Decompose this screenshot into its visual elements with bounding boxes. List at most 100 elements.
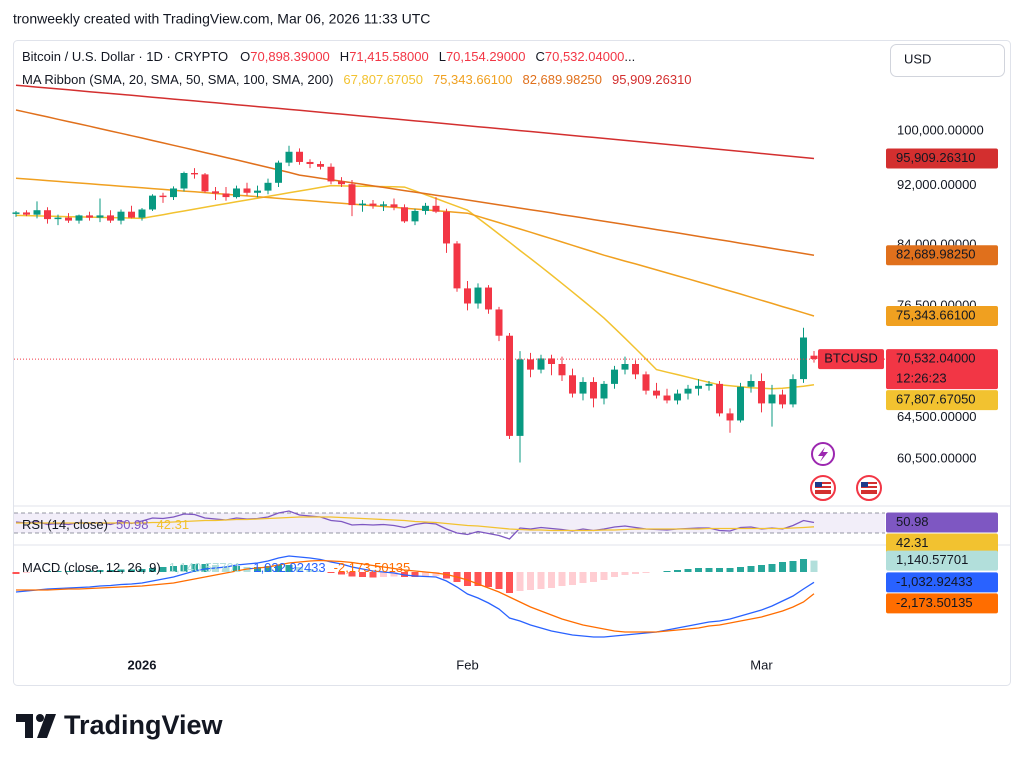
ma-line — [15, 184, 815, 390]
indicator-tag — [886, 593, 998, 614]
histogram-bar — [12, 572, 20, 574]
candle-body — [779, 394, 786, 405]
histogram-bar — [201, 564, 209, 572]
indicator-tag — [886, 512, 998, 533]
candle-body — [726, 413, 734, 421]
candle-body — [537, 358, 545, 370]
histogram-bar — [674, 570, 681, 572]
candle-body — [65, 217, 72, 221]
logo-mark — [36, 714, 44, 722]
candle-body — [453, 243, 461, 289]
ma-line — [15, 84, 815, 160]
ma-price-tag-text: 95,909.26310 — [896, 150, 976, 165]
candle-body — [632, 364, 639, 375]
currency-label[interactable]: USD — [904, 51, 931, 66]
candle-body — [705, 383, 713, 386]
histogram-bar — [327, 572, 335, 573]
candle-body — [747, 381, 755, 387]
legend-item: 1,140.57701 — [169, 560, 241, 575]
legend-item: L — [439, 49, 446, 64]
histogram-bar — [86, 570, 93, 572]
candle-body — [254, 190, 261, 193]
candle-body — [96, 215, 104, 218]
candle-body — [212, 191, 219, 194]
indicator-tag — [886, 533, 998, 554]
candle-body — [443, 211, 450, 244]
candle-body — [411, 210, 419, 222]
legend-item: -2,173.50135 — [334, 560, 411, 575]
candle-body — [128, 211, 135, 218]
legend-item: RSI (14, close) — [22, 517, 108, 532]
y-tick-label: 92,000.00000 — [897, 177, 977, 192]
candle-body — [474, 287, 482, 304]
indicator-line — [15, 555, 815, 638]
candle-body — [138, 209, 146, 218]
histogram-bar — [768, 564, 776, 572]
logo-mark — [16, 714, 33, 738]
legend: Bitcoin / U.S. Dollar · 1D · CRYPTO O70,8… — [22, 49, 635, 64]
candle-body — [653, 390, 660, 396]
candle-body — [107, 215, 114, 221]
currency-button[interactable] — [890, 44, 1005, 77]
legend-item: 71,415.58000 — [349, 49, 429, 64]
candle-body — [590, 381, 597, 399]
legend: MA Ribbon (SMA, 20, SMA, 50, SMA, 100, S… — [22, 72, 692, 87]
histogram-bar — [779, 562, 786, 572]
histogram-bar — [128, 569, 135, 572]
candle-body — [674, 393, 681, 401]
histogram-bar — [800, 559, 807, 572]
histogram-bar — [548, 572, 555, 588]
candle-body — [464, 288, 471, 304]
histogram-bar — [359, 572, 366, 577]
histogram-bar — [411, 572, 419, 577]
candle-body — [33, 210, 41, 215]
histogram-bar — [317, 571, 324, 572]
logo-text: TradingView — [64, 710, 224, 740]
histogram-bar — [44, 571, 51, 572]
lightning — [818, 447, 828, 462]
candle-body — [579, 381, 587, 394]
legend: MACD (close, 12, 26, 9) 1,140.57701 -1,032… — [22, 560, 410, 575]
histogram-bar — [621, 572, 629, 575]
histogram-bar — [758, 565, 765, 572]
candle-body — [369, 203, 377, 206]
attribution: tronweekly created with TradingView.com,… — [13, 11, 430, 27]
histogram-bar — [516, 572, 524, 591]
histogram-bar — [569, 572, 576, 585]
histogram-bar — [705, 568, 713, 572]
histogram-bar — [54, 571, 62, 572]
histogram-bar — [170, 566, 177, 572]
indicator-tag-text: -1,032.92433 — [896, 574, 973, 589]
candle-body — [485, 287, 492, 310]
histogram-bar — [527, 572, 534, 590]
candle-body — [737, 386, 744, 421]
candle-body — [611, 369, 618, 384]
histogram-bar — [422, 572, 429, 577]
histogram-bar — [296, 567, 303, 572]
ma-price-tag — [886, 148, 998, 169]
histogram-bar — [579, 572, 587, 583]
legend-item: O — [240, 49, 250, 64]
ma-price-tag — [886, 390, 998, 411]
candle-body — [327, 166, 335, 182]
histogram-bar — [432, 572, 440, 576]
candle-body — [800, 337, 807, 380]
legend: RSI (14, close) 50.98 42.31 — [22, 517, 189, 532]
legend-item: C — [535, 49, 544, 64]
legend-item: 67,807.67050 — [343, 72, 423, 87]
histogram-bar — [726, 568, 734, 572]
candle-body — [642, 374, 650, 391]
histogram-bar — [65, 571, 72, 572]
legend-item: 42.31 — [157, 517, 190, 532]
ma-price-tag — [886, 245, 998, 266]
histogram-bar — [380, 572, 387, 577]
histogram-bar — [117, 569, 125, 572]
histogram-bar — [684, 569, 692, 572]
legend-item: Bitcoin / U.S. Dollar · 1D · CRYPTO — [22, 49, 228, 64]
symbol-tag-text: BTCUSD — [824, 351, 877, 366]
candle-body — [527, 359, 534, 370]
candle-body — [716, 383, 723, 414]
candle-body — [285, 151, 293, 163]
legend-item: H — [340, 49, 349, 64]
